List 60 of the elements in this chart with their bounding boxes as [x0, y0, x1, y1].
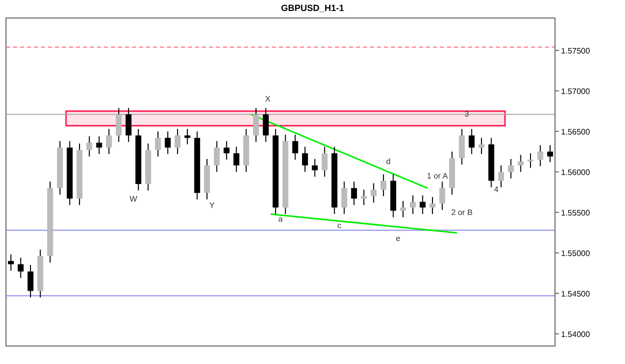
candlestick: [214, 140, 220, 172]
y-tick-label: 1.55500: [561, 208, 590, 218]
candlestick: [458, 128, 465, 166]
candlestick: [360, 189, 367, 206]
candlestick: [380, 174, 386, 197]
annotation: Y: [209, 201, 216, 210]
candlestick: [430, 196, 436, 214]
annotation: 2 or B: [451, 208, 473, 217]
candlestick: [518, 154, 524, 172]
candlestick: [341, 181, 348, 214]
y-tick-label: 1.54000: [561, 330, 590, 339]
candlestick: [498, 164, 504, 188]
candlestick: [547, 144, 554, 163]
candlestick: [439, 181, 446, 210]
y-tick-label: 1.54500: [561, 289, 590, 298]
candlestick: [322, 146, 328, 178]
candlestick: [292, 134, 298, 160]
y-tick-label: 1.57000: [561, 86, 590, 96]
candlestick: [370, 182, 377, 204]
annotation: 3: [464, 109, 470, 118]
candlestick: [420, 194, 426, 214]
candlestick: [468, 128, 475, 155]
candlestick: [224, 140, 230, 160]
candlestick: [410, 194, 416, 214]
candlestick: [478, 137, 484, 155]
candlestick: [400, 200, 406, 218]
candlestick: [164, 130, 171, 155]
annotation: d: [386, 156, 391, 166]
candlestick: [28, 264, 34, 298]
candlestick: [106, 128, 112, 155]
candlestick: [126, 107, 132, 142]
candlestick: [155, 130, 161, 157]
candlestick: [253, 107, 259, 142]
annotation: a: [278, 214, 284, 224]
y-tick-label: 1.57500: [561, 46, 590, 56]
chart-title: GBPUSD_H1-1: [280, 3, 344, 13]
candlestick: [233, 146, 240, 172]
candlestick: [351, 181, 357, 206]
candlestick: [302, 146, 308, 172]
y-tick-label: 1.55000: [561, 248, 590, 258]
candlestick: [96, 136, 102, 155]
candlestick: [312, 158, 318, 178]
annotation: X: [265, 94, 272, 104]
candlestick: [174, 128, 181, 155]
candlestick: [116, 107, 122, 142]
candlestick: [528, 152, 534, 168]
annotation: 4: [494, 184, 499, 194]
candlestick: [508, 158, 514, 179]
candlestick: [537, 144, 544, 167]
y-tick-label: 1.56000: [561, 168, 590, 177]
annotation: c: [337, 220, 342, 230]
candlestick: [262, 107, 269, 142]
annotation: e: [396, 234, 401, 244]
annotation: 1 or A: [426, 172, 448, 181]
y-tick-label: 1.56500: [561, 127, 590, 136]
candlestick: [86, 136, 92, 157]
candlestick: [18, 257, 24, 278]
candlestick: [184, 128, 190, 145]
annotation: W: [130, 194, 138, 204]
candlestick: [8, 254, 14, 272]
